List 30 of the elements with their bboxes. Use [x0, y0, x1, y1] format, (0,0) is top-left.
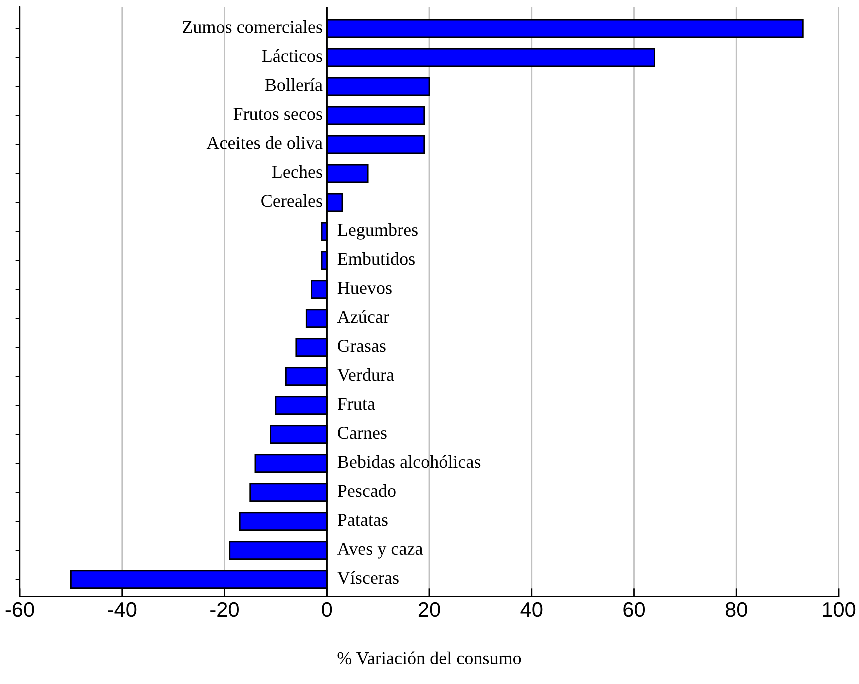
y-tick-label: Aceites de oliva [206, 136, 323, 150]
x-tick-label: 0 [322, 602, 332, 618]
y-tick-label: Carnes [338, 427, 387, 440]
y-tick-label: Aves y caza [338, 542, 423, 559]
y-tick-label: Bebidas alcohólicas [338, 455, 481, 468]
x-tick-label: -60 [6, 602, 34, 618]
y-tick-label: Frutos secos [234, 108, 322, 120]
y-tick-label: Legumbres [338, 223, 418, 240]
x-tick-label: -20 [210, 602, 239, 618]
y-tick-label: Vísceras [338, 571, 399, 584]
y-tick-label: Cereales [262, 194, 322, 208]
x-tick-label: 60 [624, 602, 646, 618]
x-tick-label: -40 [108, 602, 137, 618]
y-tick-label: Bollería [265, 78, 323, 92]
x-tick-label: 20 [418, 602, 440, 618]
y-tick-label: Grasas [338, 340, 386, 352]
y-tick-label: Fruta [338, 398, 376, 410]
y-tick-label: Pescado [338, 484, 396, 498]
y-tick-label: Patatas [338, 514, 388, 526]
y-tick-label: Leches [272, 166, 322, 178]
x-tick-label: 40 [520, 602, 543, 618]
y-tick-label: Embutidos [338, 252, 415, 266]
y-tick-label: Huevos [338, 282, 392, 294]
x-tick-label: 100 [823, 602, 856, 618]
y-tick-label: Azúcar [338, 310, 390, 324]
y-tick-label: Verdura [338, 368, 394, 382]
y-tick-label: Lácticos [262, 50, 322, 62]
x-axis-title: % Variación del consumo [338, 652, 522, 665]
x-tick-label: 80 [726, 602, 748, 618]
y-tick-label: Zumos comerciales [183, 20, 322, 34]
